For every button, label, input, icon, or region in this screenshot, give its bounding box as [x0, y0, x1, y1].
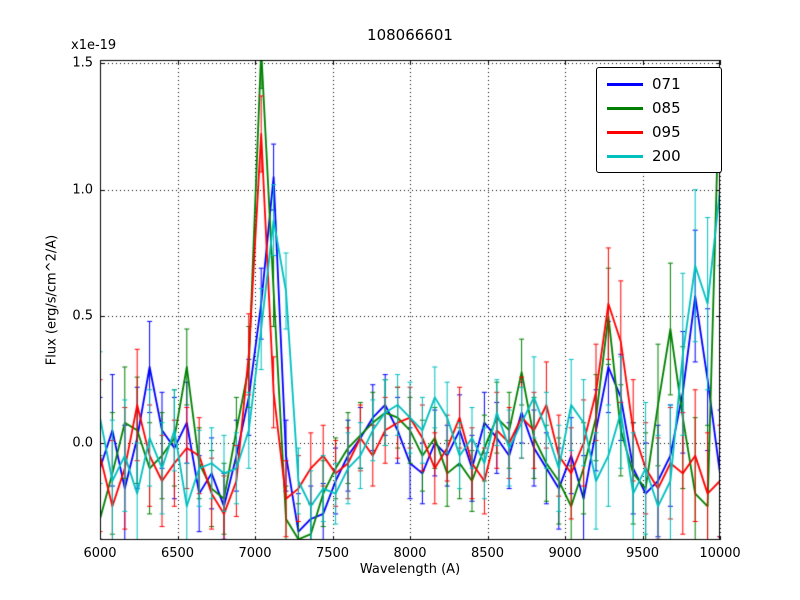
legend-line-sample [607, 154, 643, 158]
y-tick-label: 1.5 [72, 55, 93, 71]
y-tick-label: 0.5 [72, 308, 93, 324]
legend-entry-071: 071 [607, 74, 711, 94]
legend-line-sample [607, 82, 643, 86]
x-tick-label: 7500 [315, 546, 350, 561]
x-tick-label: 6000 [83, 546, 117, 561]
legend-line-sample [607, 106, 643, 110]
x-tick-label: 10000 [699, 546, 741, 561]
legend-entry-085: 085 [607, 98, 711, 118]
legend: 071 085 095 200 [596, 67, 722, 173]
y-axis-label: Flux (erg/s/cm^2/A) [44, 234, 60, 366]
x-tick-label: 8000 [393, 546, 427, 561]
x-tick-label: 9500 [625, 546, 660, 561]
legend-entry-095: 095 [607, 122, 711, 142]
y-tick-label: 1.0 [72, 182, 93, 198]
y-tick-label: 0.0 [72, 435, 93, 451]
x-tick-label: 6500 [160, 546, 195, 561]
x-tick-label: 8500 [470, 546, 505, 561]
legend-line-sample [607, 130, 643, 134]
x-axis-label: Wavelength (A) [359, 562, 461, 577]
legend-label: 200 [652, 146, 681, 165]
legend-label: 085 [652, 98, 681, 117]
x-tick-label: 7000 [238, 546, 272, 561]
legend-entry-200: 200 [607, 146, 711, 166]
legend-label: 071 [652, 74, 681, 93]
y-axis-offset-label: x1e-19 [71, 38, 117, 53]
legend-label: 095 [652, 122, 681, 141]
x-tick-label: 9000 [548, 546, 582, 561]
plot-title: 108066601 [367, 26, 453, 44]
